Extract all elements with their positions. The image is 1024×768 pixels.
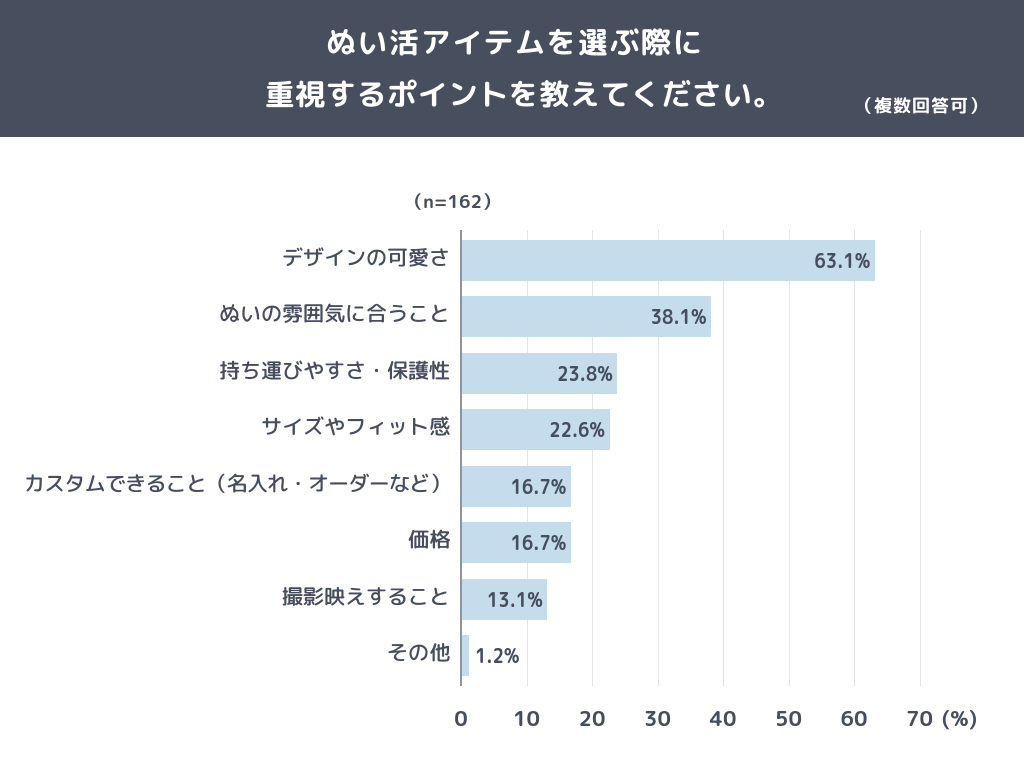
category-label: サイズやフィット感 [261,411,450,441]
bar [461,239,875,281]
category-label: デザインの可愛さ [282,241,450,272]
category-label: 価格 [408,524,450,554]
x-tick-label: 60 [840,703,868,733]
category-label: 撮影映えすること [282,580,450,611]
bar [461,522,571,563]
x-tick-label: 70 [906,703,933,733]
gridline [854,230,855,686]
gridline [657,230,659,686]
value-label: 22.6% [549,414,606,444]
header-band: ぬい活アイテムを選ぶ際に 重視するポイントを教えてください。 （複数回答可） [0,0,1024,137]
value-label: 16.7% [510,527,567,557]
bar [461,352,618,394]
bar [461,578,548,620]
bar [461,635,470,676]
category-label: その他 [387,637,450,667]
chart-title-line1: ぬい活アイテムを選ぶ際に [326,21,704,63]
multiple-answers-note: （複数回答可） [855,93,988,118]
value-label: 63.1% [814,244,871,275]
x-tick-label: 50 [775,703,802,733]
gridline [592,230,593,686]
x-tick-label: 0 [454,703,468,733]
chart-title-line2: 重視するポイントを教えてください。 [264,73,784,115]
x-tick-label: 10 [513,703,540,733]
value-label: 23.8% [556,357,613,388]
x-axis-unit-label: (%) [941,703,979,733]
x-tick-label: 30 [644,703,671,733]
value-label: 16.7% [510,470,567,501]
category-label: ぬいの雰囲気に合うこと [219,298,450,328]
value-label: 1.2% [474,640,520,670]
bar [461,409,610,450]
sample-size-label: （n=162） [405,189,500,214]
value-label: 38.1% [650,301,707,331]
gridline [919,230,921,686]
bar [461,296,712,337]
bar [461,465,571,507]
value-label: 13.1% [486,583,543,614]
gridline [526,230,528,686]
x-tick-label: 20 [578,703,606,733]
x-tick-label: 40 [709,703,737,733]
category-label: 持ち運びやすさ・保護性 [219,354,450,385]
y-axis-line [460,230,462,686]
chart-title: ぬい活アイテムを選ぶ際に 重視するポイントを教えてください。 [0,16,1024,120]
gridline [788,230,790,686]
category-label: カスタムできること（名入れ・オーダーなど） [23,467,451,498]
gridline [723,230,724,686]
